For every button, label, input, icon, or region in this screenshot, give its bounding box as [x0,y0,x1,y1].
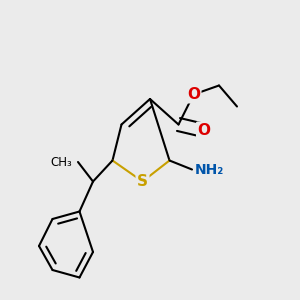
Text: O: O [197,123,211,138]
Text: CH₃: CH₃ [51,155,73,169]
Text: S: S [137,174,148,189]
Text: O: O [187,87,200,102]
Text: NH₂: NH₂ [194,163,224,176]
